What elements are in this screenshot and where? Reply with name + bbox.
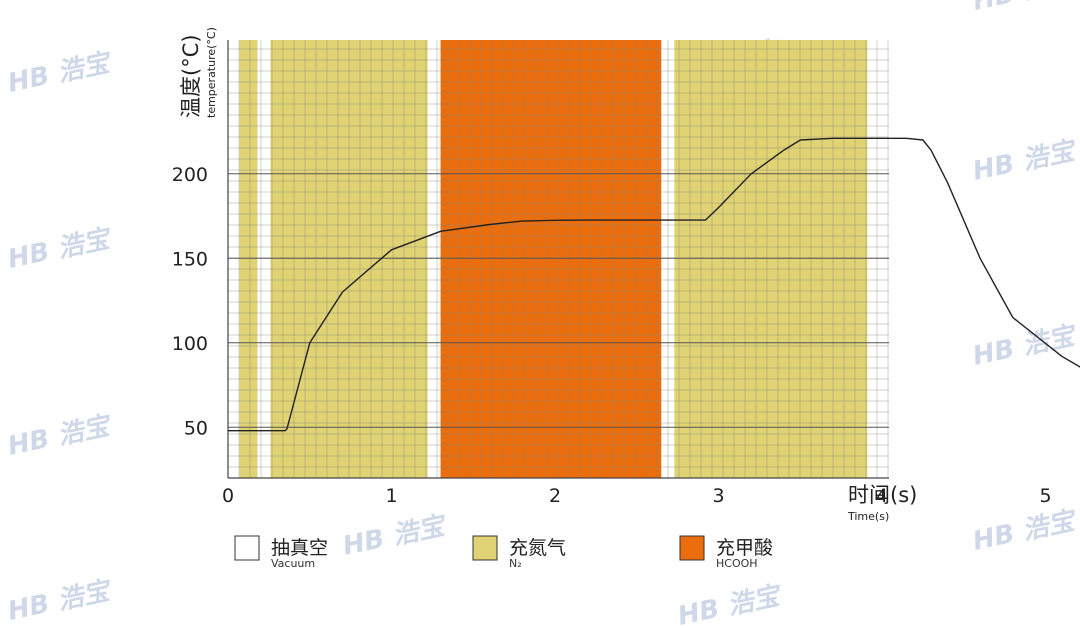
watermark: HB 浩宝	[675, 580, 786, 628]
y-tick-label: 50	[184, 417, 208, 439]
x-tick-label: 5	[1039, 485, 1051, 507]
watermark: HB 浩宝	[970, 135, 1080, 187]
x-axis-label: 时间(s)	[848, 483, 917, 507]
x-tick-label: 3	[712, 485, 724, 507]
legend-sublabel-formic: HCOOH	[716, 557, 758, 570]
watermark: HB 浩宝	[970, 505, 1080, 557]
legend-label-formic: 充甲酸	[716, 537, 773, 559]
legend-sublabel-nitrogen: N₂	[509, 557, 522, 570]
legend-swatch-formic	[679, 535, 705, 561]
watermark: HB 浩宝	[340, 510, 451, 562]
x-tick-label: 2	[549, 485, 561, 507]
axis-layer: 温度(°C) temperature(°C) 时间(s) Time(s) 501…	[172, 27, 1052, 523]
legend-sublabel-vacuum: Vacuum	[271, 557, 315, 570]
legend-label-vacuum: 抽真空	[271, 537, 328, 559]
y-tick-label: 150	[172, 248, 208, 270]
watermark: HB 浩宝	[970, 0, 1080, 17]
y-tick-label: 200	[172, 164, 208, 186]
band-nitrogen-0	[239, 40, 258, 478]
watermark: HB 浩宝	[5, 410, 116, 462]
band-formic-2	[440, 40, 662, 478]
watermark: HB 浩宝	[5, 223, 116, 275]
line-layer	[228, 137, 1080, 432]
y-tick-label: 100	[172, 333, 208, 355]
watermark: HB 浩宝	[5, 47, 116, 99]
grid-layer	[227, 40, 889, 479]
y-axis-sublabel: temperature(°C)	[205, 27, 218, 118]
x-tick-label: 0	[222, 485, 234, 507]
x-axis-sublabel: Time(s)	[847, 510, 889, 523]
x-tick-label: 1	[385, 485, 397, 507]
y-axis-label: 温度(°C)	[179, 34, 203, 118]
legend-swatch-vacuum	[234, 535, 260, 561]
band-nitrogen-3	[674, 40, 868, 478]
legend-swatch-nitrogen	[472, 535, 498, 561]
watermark: HB 浩宝	[5, 575, 116, 627]
legend-label-nitrogen: 充氮气	[509, 537, 566, 559]
series-line-0	[228, 137, 1080, 432]
x-tick-label: 4	[876, 485, 888, 507]
